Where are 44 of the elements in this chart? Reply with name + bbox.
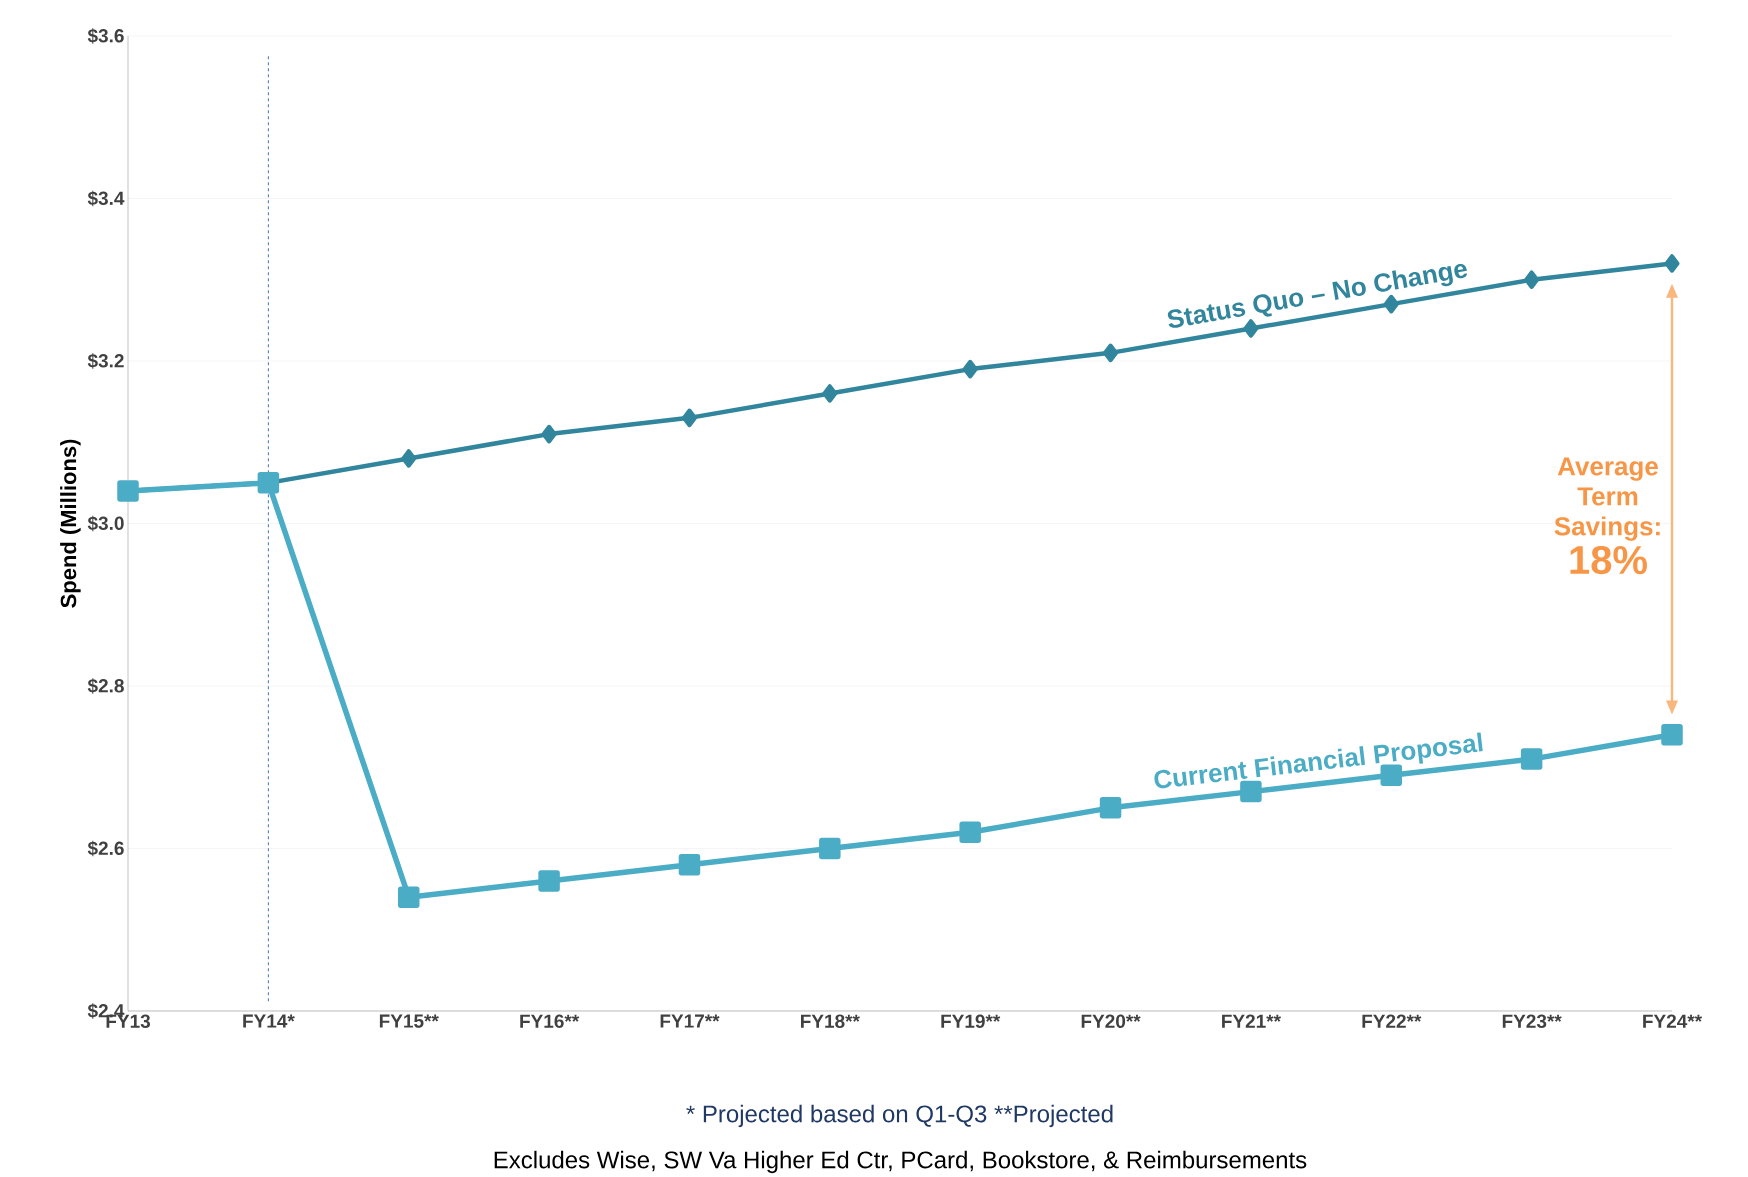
y-tick-label: $3.2 <box>87 353 124 369</box>
x-tick-label: FY20** <box>1081 1014 1141 1029</box>
point <box>257 472 280 494</box>
y-tick-label: $3.4 <box>87 190 125 207</box>
y-tick-label: $2.6 <box>87 840 124 857</box>
point <box>681 408 697 428</box>
point <box>1664 254 1680 273</box>
text: Current Financial Proposal <box>1154 732 1483 789</box>
point <box>1103 343 1119 363</box>
x-tick-label: FY17** <box>660 1014 720 1028</box>
y-tick-label: $2.8 <box>87 678 124 694</box>
point <box>819 837 841 860</box>
point <box>397 886 420 909</box>
point <box>401 449 417 468</box>
x-tick-label: FY18** <box>800 1014 860 1029</box>
text: Status Quo – No Change <box>1167 264 1468 329</box>
y-tick-label: $3.0 <box>87 515 124 532</box>
point <box>678 854 701 876</box>
point <box>1383 295 1399 314</box>
annotation: 18% <box>1570 546 1647 575</box>
point <box>1661 724 1683 746</box>
point <box>541 425 557 444</box>
x-tick-label: FY21** <box>1222 1014 1281 1029</box>
point <box>1524 270 1540 290</box>
x-tick-label: FY14* <box>243 1014 295 1028</box>
point <box>959 821 981 844</box>
x-tick-label: FY23** <box>1502 1014 1562 1029</box>
x-tick-label: FY24** <box>1643 1014 1703 1029</box>
annotation: Average Term Savings: <box>1554 457 1660 542</box>
x-tick-label: FY15** <box>379 1014 439 1029</box>
point <box>962 360 978 379</box>
point <box>1243 319 1259 338</box>
point <box>538 870 560 892</box>
text: Excludes Wise, SW Va Higher Ed Ctr, PCard, Bookstore, & Reimbursements <box>494 1151 1307 1174</box>
point <box>822 384 838 403</box>
y-axis-title: Spend (Millions) <box>60 439 81 609</box>
x-tick-label: FY22** <box>1362 1014 1422 1029</box>
text: * Projected based on Q1-Q3 **Projected <box>686 1105 1113 1128</box>
x-tick-label: FY19** <box>941 1014 1001 1029</box>
x-tick-label: FY16** <box>520 1014 580 1029</box>
y-tick-label: $3.6 <box>87 28 124 44</box>
point <box>1380 764 1403 787</box>
point <box>1520 748 1543 771</box>
point <box>1099 797 1122 819</box>
